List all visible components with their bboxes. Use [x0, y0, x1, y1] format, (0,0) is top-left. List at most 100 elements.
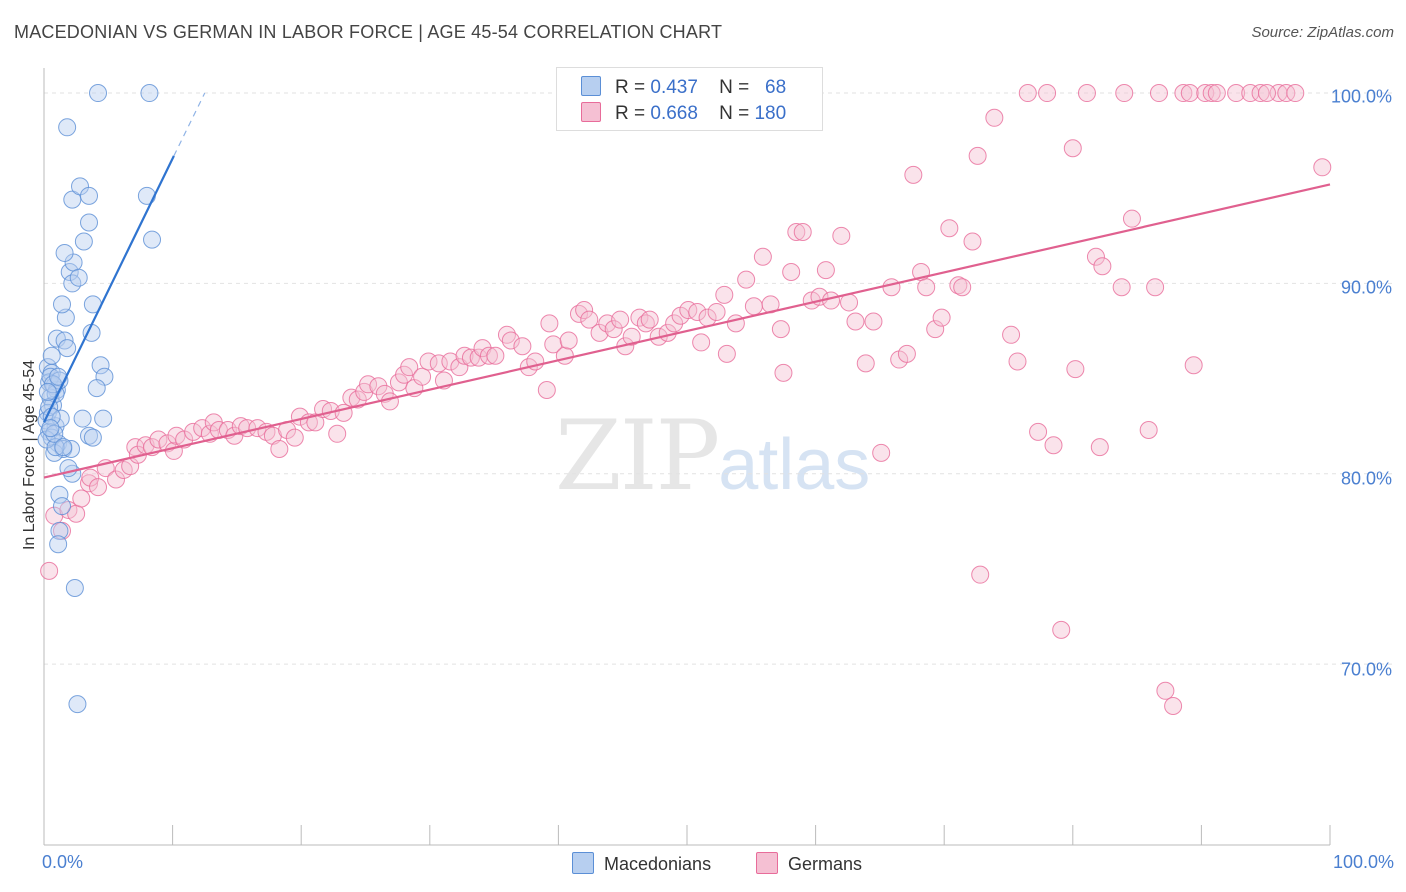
german-point	[897, 344, 916, 363]
macedonian-point	[74, 232, 93, 251]
macedonian-point	[68, 695, 87, 714]
german-point	[963, 232, 982, 251]
macedonian-point	[62, 440, 81, 459]
bottom-legend-swatch-germans	[756, 852, 778, 874]
german-point	[1090, 438, 1109, 457]
german-point	[782, 262, 801, 281]
german-point	[1093, 257, 1112, 276]
watermark-zip: ZIP	[555, 400, 720, 512]
german-point	[1077, 84, 1096, 103]
german-point	[306, 413, 325, 432]
macedonian-point	[46, 438, 65, 457]
y-tick-label-70: 70.0%	[1340, 659, 1392, 680]
legend-swatch-macedonians	[581, 76, 601, 96]
german-point	[1018, 84, 1037, 103]
german-point	[1052, 620, 1071, 639]
german-point	[1146, 278, 1165, 297]
german-point	[1029, 422, 1048, 441]
legend-row-macedonians: R = 0.437 N = 68	[581, 76, 786, 100]
german-point	[1122, 209, 1141, 228]
german-point	[1038, 84, 1057, 103]
german-point	[793, 223, 812, 242]
macedonian-point	[58, 339, 77, 358]
macedonian-point	[41, 419, 60, 438]
german-point	[1180, 84, 1199, 103]
german-point	[270, 440, 289, 459]
watermark: ZIPatlas	[555, 400, 870, 512]
german-point	[1257, 84, 1276, 103]
bottom-legend-label-macedonians: Macedonians	[604, 854, 712, 874]
legend: R = 0.437 N = 68 R = 0.668 N = 180	[556, 67, 823, 131]
y-tick-label-90: 90.0%	[1340, 277, 1392, 298]
german-point	[1066, 360, 1085, 379]
german-point	[580, 310, 599, 329]
macedonian-point	[55, 243, 74, 262]
german-point	[882, 278, 901, 297]
german-point	[429, 354, 448, 373]
german-point	[774, 363, 793, 382]
german-trend-line	[43, 183, 1331, 479]
macedonian-point	[73, 409, 92, 428]
german-point	[985, 108, 1004, 127]
german-point	[413, 367, 432, 386]
legend-n-value-macedonians: 68	[765, 77, 787, 98]
german-point	[40, 561, 59, 580]
german-point	[1202, 84, 1221, 103]
german-point	[1174, 84, 1193, 103]
german-point	[1313, 158, 1332, 177]
german-point	[787, 223, 806, 242]
german-point	[1008, 352, 1027, 371]
german-point	[149, 430, 168, 449]
macedonian-point	[137, 186, 156, 205]
german-point	[1277, 84, 1296, 103]
german-point	[107, 470, 126, 489]
german-point	[1086, 247, 1105, 266]
german-point	[1251, 84, 1270, 103]
german-point	[501, 331, 520, 350]
macedonian-point	[71, 177, 90, 196]
german-point	[679, 301, 698, 320]
german-point	[1139, 420, 1158, 439]
german-point	[1184, 356, 1203, 375]
legend-swatch-germans	[581, 102, 601, 122]
german-point	[715, 285, 734, 304]
german-point	[540, 314, 559, 333]
german-point	[1149, 84, 1168, 103]
german-point	[461, 348, 480, 367]
german-point	[717, 344, 736, 363]
german-point	[348, 390, 367, 409]
german-point	[688, 302, 707, 321]
german-point	[753, 247, 772, 266]
macedonian-point	[45, 443, 64, 462]
macedonian-point	[54, 438, 73, 457]
german-point	[846, 312, 865, 331]
german-point	[575, 301, 594, 320]
legend-r-label: R =	[615, 103, 646, 124]
german-point	[559, 331, 578, 350]
macedonian-point	[80, 213, 99, 232]
legend-n-label: N =	[719, 77, 750, 98]
german-point	[932, 308, 951, 327]
german-point	[590, 323, 609, 342]
y-tick-label-100: 100.0%	[1330, 86, 1392, 107]
german-point	[1112, 278, 1131, 297]
bottom-legend-label-germans: Germans	[788, 854, 863, 874]
legend-n-value-germans: 180	[754, 103, 787, 124]
macedonian-trend-line	[43, 155, 175, 423]
german-point	[486, 346, 505, 365]
macedonian-point	[63, 190, 82, 209]
german-point	[904, 165, 923, 184]
macedonian-point	[80, 186, 99, 205]
macedonian-point	[87, 379, 106, 398]
x-tick-label-min: 0.0%	[42, 852, 84, 872]
german-point	[450, 358, 469, 377]
german-point	[513, 337, 532, 356]
german-point	[926, 320, 945, 339]
german-point	[89, 478, 108, 497]
german-point	[968, 146, 987, 165]
legend-r-label: R =	[615, 77, 646, 98]
german-point	[856, 354, 875, 373]
german-point	[707, 302, 726, 321]
german-point	[832, 226, 851, 245]
